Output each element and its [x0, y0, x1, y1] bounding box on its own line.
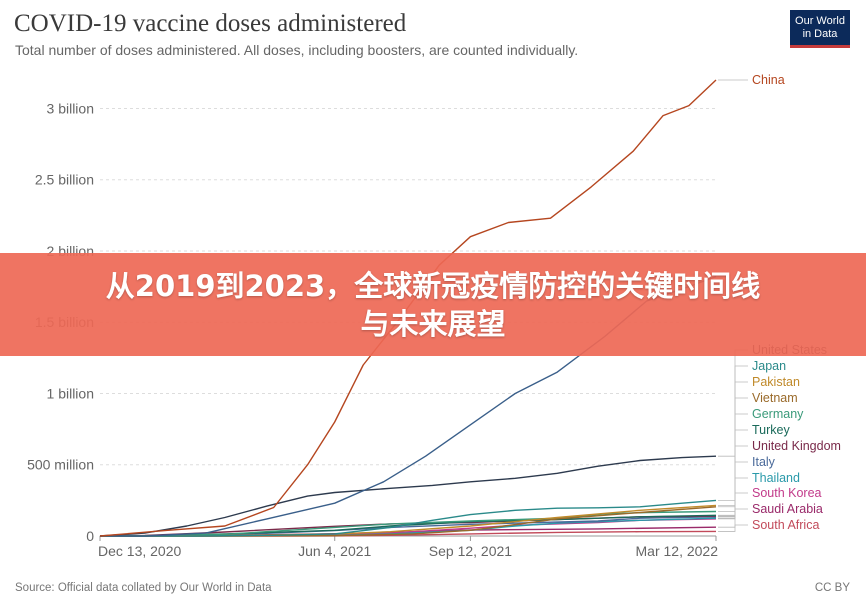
legend-connector [718, 381, 748, 506]
legend-connector [718, 461, 748, 518]
x-tick-label: Dec 13, 2020 [98, 543, 181, 559]
legend-connector [718, 429, 748, 516]
legend-label-germany: Germany [752, 407, 804, 421]
legend-label-saudi-arabia: Saudi Arabia [752, 502, 823, 516]
legend-connector [718, 492, 748, 520]
y-tick-label: 500 million [27, 457, 94, 473]
source-note: Source: Official data collated by Our Wo… [15, 582, 272, 594]
legend-label-thailand: Thailand [752, 471, 800, 485]
legend-label-south-africa: South Africa [752, 518, 819, 532]
series-line-japan [100, 499, 717, 537]
legend-label-japan: Japan [752, 359, 786, 373]
legend-label-turkey: Turkey [752, 423, 790, 437]
license-link[interactable]: CC BY [814, 582, 850, 594]
legend-connector [718, 524, 748, 532]
overlay-banner: 从2019到2023，全球新冠疫情防控的关键时间线 与未来展望 [0, 253, 866, 356]
legend-label-pakistan: Pakistan [752, 375, 800, 389]
legend-connector [718, 413, 748, 512]
chart-subtitle: Total number of doses administered. All … [15, 42, 579, 58]
owid-logo[interactable]: Our World in Data [790, 10, 850, 48]
x-tick-label: Sep 12, 2021 [429, 543, 513, 559]
legend-connector [718, 365, 748, 501]
x-tick-label: Mar 12, 2022 [636, 543, 719, 559]
legend-label-china: China [752, 73, 785, 87]
legend-label-vietnam: Vietnam [752, 391, 798, 405]
legend-connector [718, 477, 748, 519]
logo-line-2: in Data [802, 28, 838, 40]
legend-label-united-kingdom: United Kingdom [752, 439, 841, 453]
banner-title-line-2: 与未来展望 [360, 306, 506, 341]
series-lines [99, 79, 717, 537]
y-tick-label: 0 [86, 528, 94, 544]
banner-title-line-1: 从2019到2023，全球新冠疫情防控的关键时间线 [105, 268, 761, 303]
y-tick-label: 1 billion [47, 385, 94, 401]
x-tick-label: Jun 4, 2021 [298, 543, 371, 559]
series-line-united-states [99, 455, 717, 537]
y-tick-label: 3 billion [47, 100, 94, 116]
logo-line-1: Our World [795, 15, 845, 27]
chart-title: COVID-19 vaccine doses administered [14, 10, 407, 37]
y-tick-label: 2.5 billion [35, 172, 94, 188]
legend-label-south-korea: South Korea [752, 486, 822, 500]
legend-connector [718, 508, 748, 528]
legend-label-italy: Italy [752, 455, 776, 469]
